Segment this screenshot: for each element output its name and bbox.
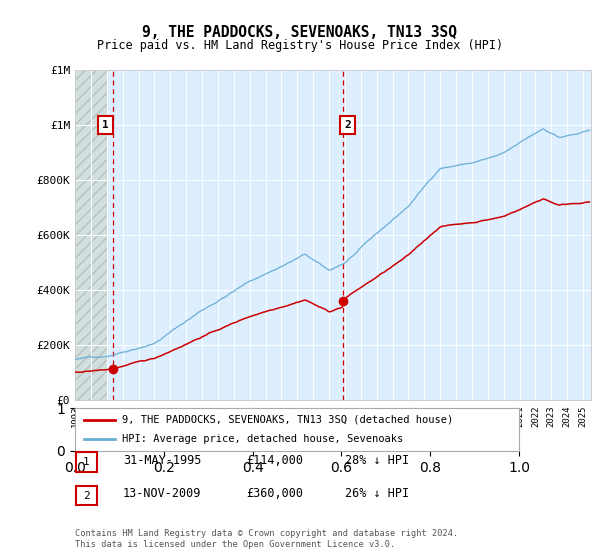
Text: 31-MAY-1995: 31-MAY-1995 (123, 454, 202, 467)
Text: 13-NOV-2009: 13-NOV-2009 (123, 487, 202, 501)
Text: Contains HM Land Registry data © Crown copyright and database right 2024.
This d: Contains HM Land Registry data © Crown c… (75, 529, 458, 549)
Text: 9, THE PADDOCKS, SEVENOAKS, TN13 3SQ (detached house): 9, THE PADDOCKS, SEVENOAKS, TN13 3SQ (de… (122, 415, 453, 424)
Text: 2: 2 (344, 120, 351, 130)
Text: Price paid vs. HM Land Registry's House Price Index (HPI): Price paid vs. HM Land Registry's House … (97, 39, 503, 52)
Text: £360,000: £360,000 (246, 487, 303, 501)
Text: 9, THE PADDOCKS, SEVENOAKS, TN13 3SQ: 9, THE PADDOCKS, SEVENOAKS, TN13 3SQ (143, 25, 458, 40)
Text: HPI: Average price, detached house, Sevenoaks: HPI: Average price, detached house, Seve… (122, 435, 403, 444)
Text: 28% ↓ HPI: 28% ↓ HPI (345, 454, 409, 467)
Text: 26% ↓ HPI: 26% ↓ HPI (345, 487, 409, 501)
Text: 1: 1 (102, 120, 109, 130)
Text: 1: 1 (83, 457, 90, 467)
Text: 2: 2 (83, 491, 90, 501)
Bar (75, 70, 107, 400)
Text: £114,000: £114,000 (246, 454, 303, 467)
